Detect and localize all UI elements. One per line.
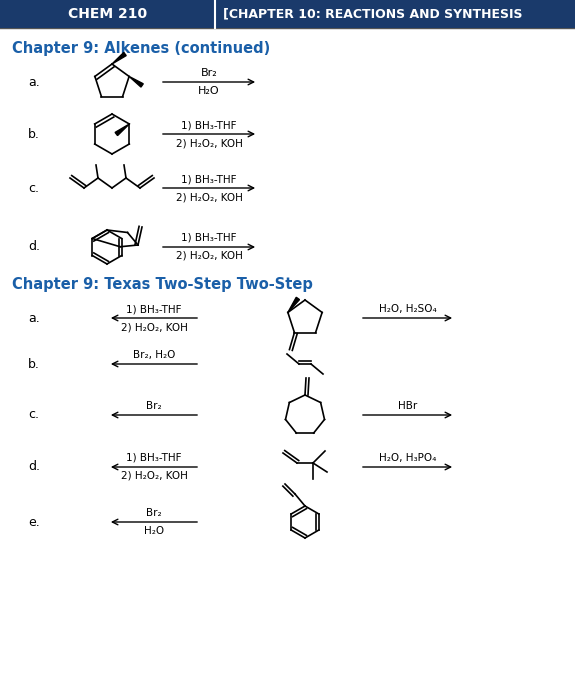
Text: 2) H₂O₂, KOH: 2) H₂O₂, KOH bbox=[175, 138, 243, 148]
Polygon shape bbox=[129, 76, 143, 87]
Text: [CHAPTER 10: REACTIONS AND SYNTHESIS: [CHAPTER 10: REACTIONS AND SYNTHESIS bbox=[223, 8, 523, 20]
Text: b.: b. bbox=[28, 127, 40, 141]
Text: H₂O, H₃PO₄: H₂O, H₃PO₄ bbox=[379, 453, 436, 463]
Text: Chapter 9: Alkenes (continued): Chapter 9: Alkenes (continued) bbox=[12, 41, 270, 55]
Text: 1) BH₃-THF: 1) BH₃-THF bbox=[181, 120, 237, 130]
Text: 2) H₂O₂, KOH: 2) H₂O₂, KOH bbox=[121, 471, 187, 481]
Bar bbox=[0, 0, 575, 28]
Text: CHEM 210: CHEM 210 bbox=[68, 7, 147, 21]
Text: b.: b. bbox=[28, 358, 40, 370]
Text: H₂O, H₂SO₄: H₂O, H₂SO₄ bbox=[378, 304, 436, 314]
Bar bbox=[0, 0, 215, 28]
Text: 1) BH₃-THF: 1) BH₃-THF bbox=[126, 304, 182, 314]
Text: H₂O: H₂O bbox=[144, 526, 164, 536]
Text: H₂O: H₂O bbox=[198, 86, 220, 96]
Text: Br₂: Br₂ bbox=[146, 401, 162, 411]
Text: 1) BH₃-THF: 1) BH₃-THF bbox=[126, 453, 182, 463]
Text: Br₂: Br₂ bbox=[146, 508, 162, 518]
Text: c.: c. bbox=[28, 181, 39, 195]
Polygon shape bbox=[288, 298, 300, 312]
Text: d.: d. bbox=[28, 241, 40, 253]
Text: d.: d. bbox=[28, 461, 40, 473]
Text: 2) H₂O₂, KOH: 2) H₂O₂, KOH bbox=[121, 322, 187, 332]
Polygon shape bbox=[112, 52, 126, 64]
Text: 1) BH₃-THF: 1) BH₃-THF bbox=[181, 233, 237, 243]
Text: e.: e. bbox=[28, 515, 40, 528]
Text: HBr: HBr bbox=[398, 401, 417, 411]
Text: a.: a. bbox=[28, 76, 40, 88]
Text: Chapter 9: Texas Two-Step Two-Step: Chapter 9: Texas Two-Step Two-Step bbox=[12, 277, 313, 293]
Text: c.: c. bbox=[28, 409, 39, 421]
Text: Br₂, H₂O: Br₂, H₂O bbox=[133, 350, 175, 360]
Text: Br₂: Br₂ bbox=[201, 68, 217, 78]
Polygon shape bbox=[115, 124, 129, 136]
Text: 1) BH₃-THF: 1) BH₃-THF bbox=[181, 174, 237, 184]
Text: 2) H₂O₂, KOH: 2) H₂O₂, KOH bbox=[175, 192, 243, 202]
Text: 2) H₂O₂, KOH: 2) H₂O₂, KOH bbox=[175, 251, 243, 261]
Text: a.: a. bbox=[28, 312, 40, 325]
